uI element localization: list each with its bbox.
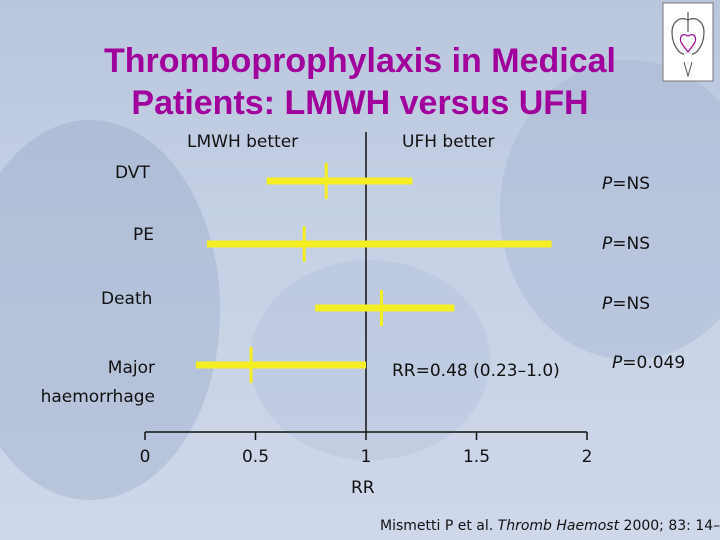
citation-journal: Thromb Haemost — [497, 518, 620, 534]
citation: Mismetti P et al. Thromb Haemost 2000; 8… — [380, 518, 720, 534]
x-tick-label: 0.5 — [242, 447, 269, 467]
heart-lungs-icon — [662, 2, 714, 82]
x-tick-label: 1.5 — [463, 447, 490, 467]
p-symbol: P — [602, 234, 613, 254]
p-value-major-haemorrhage: P=0.049 — [612, 353, 685, 373]
x-tick-label: 2 — [582, 447, 593, 467]
title-line-2: Patients: LMWH versus UFH — [131, 84, 589, 122]
background-shape — [250, 260, 490, 460]
citation-authors: Mismetti P et al. — [380, 518, 494, 534]
x-tick-label: 0 — [140, 447, 151, 467]
row-label-line-2: haemorrhage — [40, 387, 155, 407]
p-value-text: =NS — [612, 294, 651, 314]
p-value-text: =NS — [612, 174, 651, 194]
rr-annotation: RR=0.48 (0.23–1.0) — [392, 361, 560, 381]
p-value-text: =NS — [612, 234, 651, 254]
p-value-death: P=NS — [602, 294, 650, 314]
x-tick-label: 1 — [361, 447, 372, 467]
background-shape — [500, 60, 720, 360]
slide-title: Thromboprophylaxis in Medical Patients: … — [40, 40, 680, 124]
row-label-death: Death — [101, 289, 153, 309]
p-symbol: P — [602, 294, 613, 314]
p-value-pe: P=NS — [602, 234, 650, 254]
citation-details: 2000; 83: 14–19 — [623, 518, 720, 534]
row-label-major-haemorrhage: Major haemorrhage — [20, 354, 155, 412]
header-ufh-better: UFH better — [402, 132, 495, 152]
row-label-line-1: Major — [107, 358, 155, 378]
p-symbol: P — [612, 353, 623, 373]
title-line-1: Thromboprophylaxis in Medical — [104, 42, 616, 80]
row-label-pe: PE — [133, 225, 154, 245]
header-lmwh-better: LMWH better — [187, 132, 299, 152]
p-value-text: =0.049 — [622, 353, 686, 373]
background-shape — [0, 120, 220, 500]
p-symbol: P — [602, 174, 613, 194]
x-axis-label: RR — [351, 478, 375, 498]
p-value-dvt: P=NS — [602, 174, 650, 194]
row-label-dvt: DVT — [115, 163, 150, 183]
